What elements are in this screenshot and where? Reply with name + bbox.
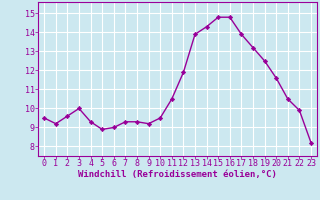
X-axis label: Windchill (Refroidissement éolien,°C): Windchill (Refroidissement éolien,°C): [78, 170, 277, 179]
